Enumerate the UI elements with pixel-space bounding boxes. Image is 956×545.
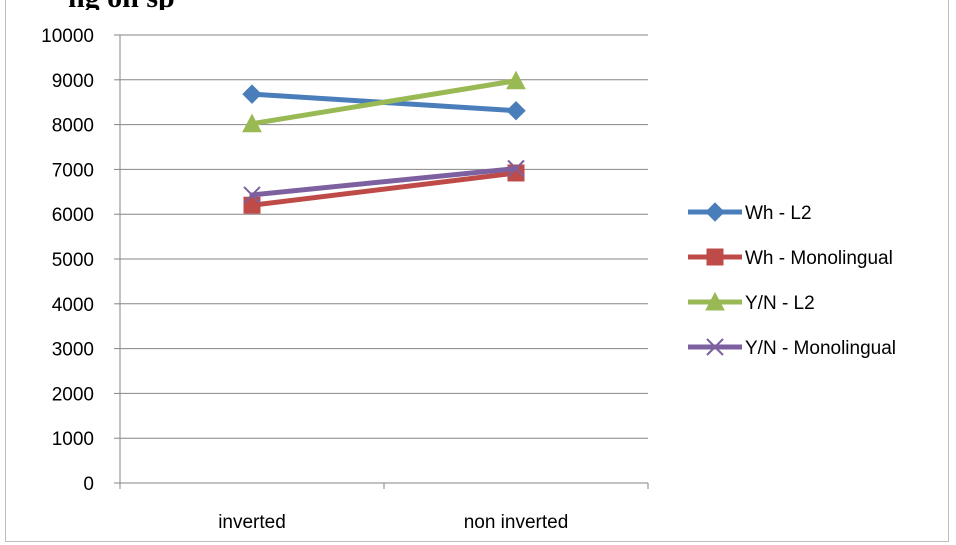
x-tick-label: non inverted [464, 512, 569, 533]
y-tick-label: 3000 [52, 340, 94, 361]
x-tick-label: inverted [218, 512, 286, 533]
clipped-heading: ng on sp [68, 0, 175, 10]
y-tick-label: 9000 [52, 71, 94, 92]
y-tick-label: 8000 [52, 116, 94, 137]
series-line [249, 166, 519, 198]
y-tick-label: 5000 [52, 250, 94, 271]
series-line [249, 78, 519, 127]
data-point-marker [507, 159, 525, 178]
y-tick-label: 2000 [52, 384, 94, 405]
y-tick-label: 10000 [41, 26, 94, 47]
legend-label: Y/N - Monolingual [745, 338, 896, 359]
data-point-marker [242, 113, 262, 133]
legend-marker [705, 202, 725, 222]
y-tick-label: 0 [83, 474, 94, 495]
data-point-marker [506, 101, 526, 121]
legend-label: Y/N - L2 [745, 293, 815, 314]
chart-frame [5, 0, 949, 542]
legend-marker [706, 248, 724, 266]
y-tick-label: 7000 [52, 160, 94, 181]
data-point-marker [506, 70, 526, 90]
legend-label: Wh - L2 [745, 203, 812, 224]
data-point-marker [243, 186, 261, 204]
series-line [249, 170, 519, 208]
legend-marker [706, 338, 724, 356]
y-tick-label: 4000 [52, 295, 94, 316]
y-tick-label: 6000 [52, 205, 94, 226]
legend-label: Wh - Monolingual [745, 248, 893, 269]
y-tick-label: 1000 [52, 429, 94, 450]
data-point-marker [242, 84, 262, 104]
legend-marker [705, 291, 725, 311]
